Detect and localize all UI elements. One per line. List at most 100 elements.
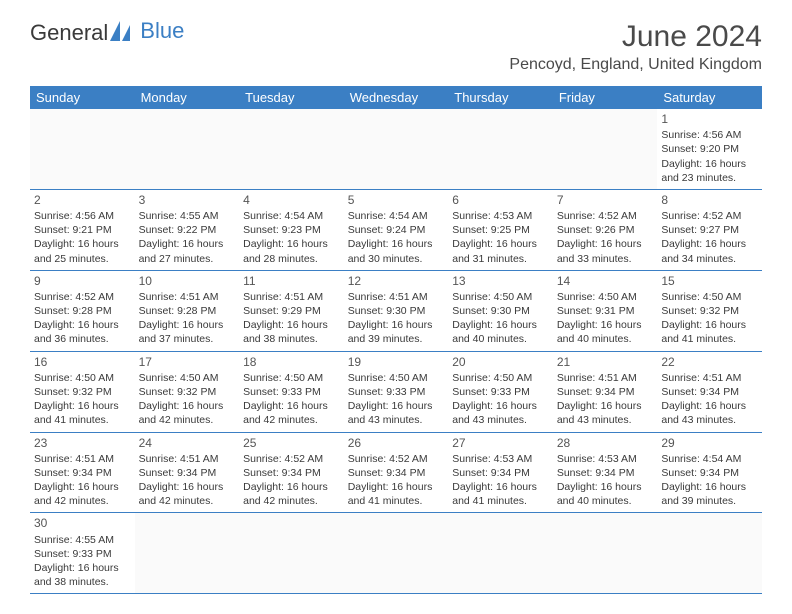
day-sunrise: Sunrise: 4:54 AM bbox=[348, 209, 445, 223]
calendar-empty-cell bbox=[239, 109, 344, 189]
calendar-day-cell: 16Sunrise: 4:50 AMSunset: 9:32 PMDayligh… bbox=[30, 351, 135, 432]
day-number: 24 bbox=[139, 435, 236, 451]
calendar-empty-cell bbox=[344, 513, 449, 594]
day-daylight1: Daylight: 16 hours bbox=[34, 237, 131, 251]
calendar-page: General Blue June 2024 Pencoyd, England,… bbox=[0, 0, 792, 614]
day-daylight2: and 42 minutes. bbox=[139, 494, 236, 508]
day-sunset: Sunset: 9:34 PM bbox=[34, 466, 131, 480]
day-number: 25 bbox=[243, 435, 340, 451]
day-daylight2: and 41 minutes. bbox=[348, 494, 445, 508]
calendar-day-cell: 18Sunrise: 4:50 AMSunset: 9:33 PMDayligh… bbox=[239, 351, 344, 432]
calendar-week-row: 9Sunrise: 4:52 AMSunset: 9:28 PMDaylight… bbox=[30, 270, 762, 351]
day-sunset: Sunset: 9:27 PM bbox=[661, 223, 758, 237]
day-number: 2 bbox=[34, 192, 131, 208]
day-daylight2: and 43 minutes. bbox=[661, 413, 758, 427]
day-header: Sunday bbox=[30, 86, 135, 109]
day-daylight1: Daylight: 16 hours bbox=[452, 237, 549, 251]
calendar-day-cell: 9Sunrise: 4:52 AMSunset: 9:28 PMDaylight… bbox=[30, 270, 135, 351]
day-daylight1: Daylight: 16 hours bbox=[139, 318, 236, 332]
day-daylight1: Daylight: 16 hours bbox=[557, 399, 654, 413]
calendar-day-cell: 12Sunrise: 4:51 AMSunset: 9:30 PMDayligh… bbox=[344, 270, 449, 351]
title-block: June 2024 Pencoyd, England, United Kingd… bbox=[509, 20, 762, 74]
calendar-day-cell: 2Sunrise: 4:56 AMSunset: 9:21 PMDaylight… bbox=[30, 189, 135, 270]
calendar-empty-cell bbox=[344, 109, 449, 189]
day-daylight2: and 41 minutes. bbox=[34, 413, 131, 427]
day-daylight2: and 31 minutes. bbox=[452, 252, 549, 266]
day-daylight1: Daylight: 16 hours bbox=[661, 480, 758, 494]
day-sunrise: Sunrise: 4:55 AM bbox=[139, 209, 236, 223]
calendar-week-row: 30Sunrise: 4:55 AMSunset: 9:33 PMDayligh… bbox=[30, 513, 762, 594]
calendar-day-cell: 29Sunrise: 4:54 AMSunset: 9:34 PMDayligh… bbox=[657, 432, 762, 513]
calendar-week-row: 23Sunrise: 4:51 AMSunset: 9:34 PMDayligh… bbox=[30, 432, 762, 513]
day-daylight1: Daylight: 16 hours bbox=[243, 237, 340, 251]
calendar-day-cell: 24Sunrise: 4:51 AMSunset: 9:34 PMDayligh… bbox=[135, 432, 240, 513]
day-number: 3 bbox=[139, 192, 236, 208]
day-header: Thursday bbox=[448, 86, 553, 109]
calendar-day-cell: 3Sunrise: 4:55 AMSunset: 9:22 PMDaylight… bbox=[135, 189, 240, 270]
day-daylight1: Daylight: 16 hours bbox=[34, 480, 131, 494]
calendar-day-cell: 5Sunrise: 4:54 AMSunset: 9:24 PMDaylight… bbox=[344, 189, 449, 270]
calendar-day-cell: 6Sunrise: 4:53 AMSunset: 9:25 PMDaylight… bbox=[448, 189, 553, 270]
day-number: 9 bbox=[34, 273, 131, 289]
calendar-week-row: 1Sunrise: 4:56 AMSunset: 9:20 PMDaylight… bbox=[30, 109, 762, 189]
day-sunrise: Sunrise: 4:50 AM bbox=[34, 371, 131, 385]
day-daylight1: Daylight: 16 hours bbox=[557, 480, 654, 494]
day-sunrise: Sunrise: 4:51 AM bbox=[557, 371, 654, 385]
day-daylight2: and 40 minutes. bbox=[557, 494, 654, 508]
day-sunrise: Sunrise: 4:51 AM bbox=[661, 371, 758, 385]
day-daylight1: Daylight: 16 hours bbox=[348, 480, 445, 494]
month-title: June 2024 bbox=[509, 20, 762, 54]
day-daylight1: Daylight: 16 hours bbox=[661, 318, 758, 332]
day-daylight2: and 40 minutes. bbox=[557, 332, 654, 346]
calendar-empty-cell bbox=[239, 513, 344, 594]
day-daylight2: and 25 minutes. bbox=[34, 252, 131, 266]
day-sunset: Sunset: 9:34 PM bbox=[661, 466, 758, 480]
calendar-day-cell: 13Sunrise: 4:50 AMSunset: 9:30 PMDayligh… bbox=[448, 270, 553, 351]
day-number: 19 bbox=[348, 354, 445, 370]
day-daylight2: and 30 minutes. bbox=[348, 252, 445, 266]
calendar-table: SundayMondayTuesdayWednesdayThursdayFrid… bbox=[30, 86, 762, 594]
day-number: 8 bbox=[661, 192, 758, 208]
day-daylight1: Daylight: 16 hours bbox=[34, 561, 131, 575]
day-number: 15 bbox=[661, 273, 758, 289]
day-number: 20 bbox=[452, 354, 549, 370]
day-sunset: Sunset: 9:33 PM bbox=[348, 385, 445, 399]
day-sunset: Sunset: 9:34 PM bbox=[557, 385, 654, 399]
calendar-week-row: 2Sunrise: 4:56 AMSunset: 9:21 PMDaylight… bbox=[30, 189, 762, 270]
day-daylight1: Daylight: 16 hours bbox=[348, 237, 445, 251]
day-daylight2: and 41 minutes. bbox=[661, 332, 758, 346]
calendar-empty-cell bbox=[657, 513, 762, 594]
calendar-day-cell: 28Sunrise: 4:53 AMSunset: 9:34 PMDayligh… bbox=[553, 432, 658, 513]
day-number: 6 bbox=[452, 192, 549, 208]
day-number: 17 bbox=[139, 354, 236, 370]
day-sunset: Sunset: 9:32 PM bbox=[139, 385, 236, 399]
day-number: 14 bbox=[557, 273, 654, 289]
day-sunrise: Sunrise: 4:51 AM bbox=[348, 290, 445, 304]
calendar-empty-cell bbox=[448, 513, 553, 594]
day-daylight1: Daylight: 16 hours bbox=[34, 318, 131, 332]
day-daylight1: Daylight: 16 hours bbox=[557, 237, 654, 251]
calendar-empty-cell bbox=[135, 109, 240, 189]
calendar-day-cell: 11Sunrise: 4:51 AMSunset: 9:29 PMDayligh… bbox=[239, 270, 344, 351]
day-header: Monday bbox=[135, 86, 240, 109]
day-sunrise: Sunrise: 4:50 AM bbox=[452, 371, 549, 385]
day-sunset: Sunset: 9:22 PM bbox=[139, 223, 236, 237]
day-daylight2: and 38 minutes. bbox=[243, 332, 340, 346]
day-sunset: Sunset: 9:24 PM bbox=[348, 223, 445, 237]
day-daylight1: Daylight: 16 hours bbox=[348, 399, 445, 413]
day-sunrise: Sunrise: 4:55 AM bbox=[34, 533, 131, 547]
day-daylight2: and 40 minutes. bbox=[452, 332, 549, 346]
calendar-header-row: SundayMondayTuesdayWednesdayThursdayFrid… bbox=[30, 86, 762, 109]
calendar-day-cell: 20Sunrise: 4:50 AMSunset: 9:33 PMDayligh… bbox=[448, 351, 553, 432]
day-header: Friday bbox=[553, 86, 658, 109]
day-number: 16 bbox=[34, 354, 131, 370]
day-sunset: Sunset: 9:34 PM bbox=[452, 466, 549, 480]
day-sunrise: Sunrise: 4:51 AM bbox=[243, 290, 340, 304]
day-sunrise: Sunrise: 4:50 AM bbox=[452, 290, 549, 304]
day-daylight1: Daylight: 16 hours bbox=[243, 399, 340, 413]
calendar-empty-cell bbox=[448, 109, 553, 189]
day-daylight1: Daylight: 16 hours bbox=[557, 318, 654, 332]
calendar-day-cell: 10Sunrise: 4:51 AMSunset: 9:28 PMDayligh… bbox=[135, 270, 240, 351]
day-daylight2: and 43 minutes. bbox=[452, 413, 549, 427]
day-sunset: Sunset: 9:34 PM bbox=[557, 466, 654, 480]
